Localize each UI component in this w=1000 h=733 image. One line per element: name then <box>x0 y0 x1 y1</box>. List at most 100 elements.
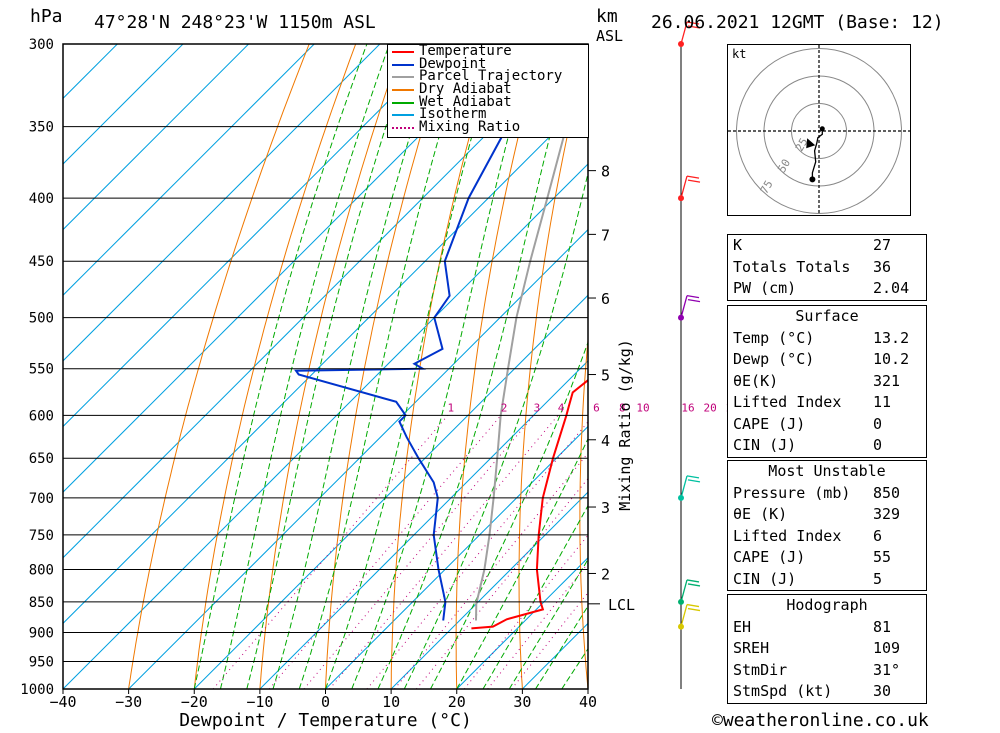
isotherm-line <box>456 557 588 689</box>
index-value: 109 <box>873 639 901 657</box>
wet-adiabat-line <box>482 504 588 689</box>
km-tick-label: 8 <box>601 163 610 181</box>
mixing-ratio-label: 3 <box>534 401 541 414</box>
pressure-tick-label: 850 <box>29 595 54 611</box>
index-label: Totals Totals <box>733 257 851 276</box>
surface-panel: Surface Temp (°C) 13.2 Dewp (°C) 10.2 θE(K) 32… <box>727 305 927 458</box>
km-tick-label: 2 <box>601 565 610 583</box>
asl-unit: ASL <box>596 27 624 45</box>
hodograph-ring <box>791 103 847 159</box>
index-row: CAPE (J) 55 <box>728 547 926 569</box>
mixing-ratio-line <box>329 414 559 689</box>
hodograph-ring-label: 25 <box>793 136 811 154</box>
plot-frame <box>62 43 600 694</box>
wind-barb-icon <box>680 579 701 603</box>
hodograph-unit: kt <box>732 47 747 61</box>
index-label: CAPE (J) <box>733 414 806 433</box>
isotherm-line <box>63 44 315 296</box>
wet-adiabat-line <box>325 44 499 689</box>
km-tick-label: 4 <box>601 432 610 450</box>
x-tick-label: −40 <box>49 693 76 711</box>
dry-adiabat-line <box>259 44 403 689</box>
index-row: StmDir 31° <box>728 660 926 682</box>
dry-adiabat-line <box>128 44 310 689</box>
index-row: StmSpd (kt) 30 <box>728 681 926 703</box>
x-tick-label: 20 <box>448 693 466 711</box>
mixing-ratio-label: 10 <box>636 401 649 414</box>
pressure-tick-label: 950 <box>29 655 54 671</box>
mixing-ratio-line <box>366 421 588 689</box>
hodograph-trace <box>811 128 823 180</box>
hodograph-start-dot <box>819 126 825 132</box>
legend-swatch <box>392 76 414 79</box>
index-row: Temp (°C) 13.2 <box>728 328 926 350</box>
x-tick-label: 40 <box>579 693 597 711</box>
wet-adiabat-line <box>193 44 368 689</box>
legend-label: Wet Adiabat <box>419 93 512 110</box>
pressure-tick-label: 1000 <box>20 682 54 698</box>
legend-item: Wet Adiabat <box>388 93 588 110</box>
index-label: EH <box>733 617 752 636</box>
x-tick-label: 30 <box>513 693 531 711</box>
isotherm-line <box>63 44 512 493</box>
legend-swatch <box>392 89 414 92</box>
panel-title: Most Unstable <box>768 462 886 480</box>
isotherm-line <box>63 44 446 428</box>
index-value: 10.2 <box>873 350 910 368</box>
lcl-label: LCL <box>608 596 635 614</box>
indices-top: K 27 Totals Totals 36 PW (cm) 2.04 <box>727 234 927 301</box>
series-temperature <box>471 378 588 630</box>
index-row: EH 81 <box>728 617 926 639</box>
legend-item: Parcel Trajectory <box>388 70 588 83</box>
mixing-ratio-label: 6 <box>593 401 600 414</box>
index-label: Pressure (mb) <box>733 483 851 502</box>
pressure-tick-label: 450 <box>29 254 54 270</box>
pressure-tick-label: 750 <box>29 528 54 544</box>
x-tick-label: 0 <box>321 693 330 711</box>
index-value: 329 <box>873 505 901 523</box>
mixing-ratio-label: 2 <box>501 401 508 414</box>
index-value: 0 <box>873 436 883 454</box>
pressure-unit: hPa <box>30 6 63 27</box>
mixing-ratio-label: 8 <box>619 401 626 414</box>
mixing-ratio-line <box>268 414 502 689</box>
legend-swatch <box>392 127 414 130</box>
legend-swatch <box>392 114 414 117</box>
hodograph-ring <box>736 48 902 214</box>
legend-swatch <box>392 101 414 104</box>
most-unstable-panel: Most Unstable Pressure (mb) 850 θE (K) 329 Li… <box>727 460 927 591</box>
index-label: CIN (J) <box>733 436 797 454</box>
wet-adiabat-line <box>220 44 390 689</box>
mixing-ratio-line <box>212 414 449 689</box>
index-row: Totals Totals 36 <box>728 257 926 279</box>
wind-profile <box>678 21 701 689</box>
legend-item: Mixing Ratio <box>388 120 588 134</box>
index-value: 0 <box>873 414 883 433</box>
wet-adiabat-line <box>508 558 588 689</box>
isotherm-line <box>128 228 588 689</box>
pressure-tick-label: 700 <box>29 491 54 507</box>
hodograph-ring-label: 50 <box>775 157 793 175</box>
mixing-ratio-line <box>394 452 588 689</box>
x-tick-label: −20 <box>181 693 208 711</box>
hodograph-end-dot <box>809 176 816 183</box>
x-tick-label: −30 <box>115 693 142 711</box>
pressure-tick-label: 350 <box>29 120 54 136</box>
wind-barb-icon <box>680 603 701 627</box>
isotherm-line <box>63 44 118 100</box>
index-row: K 27 <box>728 235 926 257</box>
pressure-tick-label: 400 <box>29 191 54 207</box>
km-unit: km <box>596 6 618 27</box>
wet-adiabat-line <box>403 171 588 689</box>
legend-item: Dewpoint <box>388 57 588 71</box>
hodograph-indices-panel: Hodograph EH 81 SREH 109 StmDir 31° StmSpd (kt)… <box>727 594 927 704</box>
datetime-title: 26.06.2021 12GMT (Base: 12) <box>651 12 944 33</box>
km-tick-label: 6 <box>601 290 610 308</box>
legend-item: Dry Adiabat <box>388 82 588 96</box>
legend-swatch <box>392 51 414 53</box>
isotherm-line <box>63 163 588 689</box>
index-label: Dewp (°C) <box>733 350 815 368</box>
dry-adiabat-line <box>325 44 450 689</box>
isotherm-line <box>63 44 381 362</box>
